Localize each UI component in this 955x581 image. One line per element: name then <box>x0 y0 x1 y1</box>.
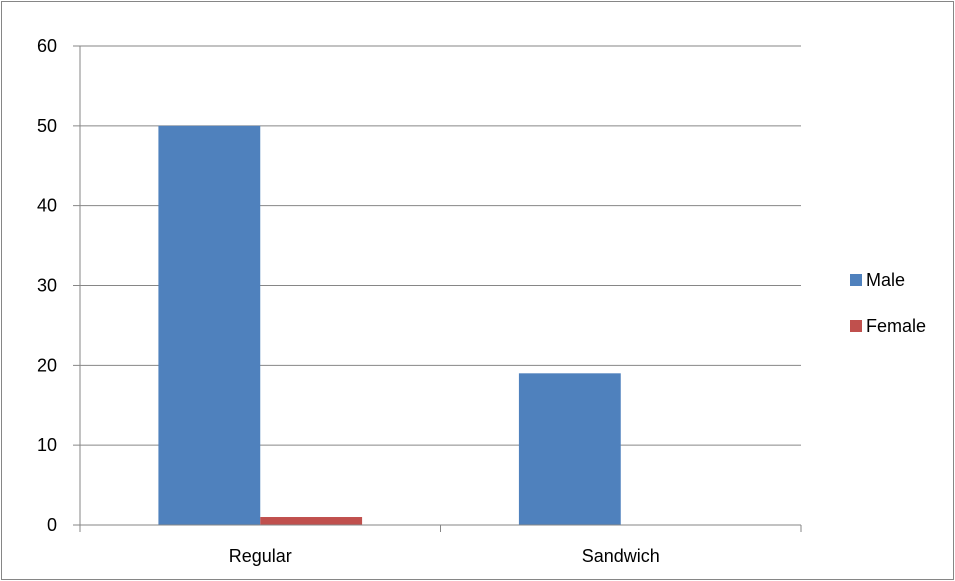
bar-male-regular <box>158 125 261 525</box>
y-tick-labels: 0 10 20 30 40 50 60 <box>37 36 57 535</box>
x-tick-label: Regular <box>229 546 292 566</box>
bars <box>158 125 621 525</box>
legend-swatch-male <box>850 274 862 286</box>
bar-male-sandwich <box>518 373 621 525</box>
legend-swatch-female <box>850 320 862 332</box>
y-tick-label: 60 <box>37 36 57 56</box>
y-tick-label: 10 <box>37 435 57 455</box>
x-tick-labels: Regular Sandwich <box>229 546 660 566</box>
y-tick-label: 30 <box>37 276 57 296</box>
legend-label-male: Male <box>866 270 905 290</box>
axes <box>73 46 802 532</box>
y-tick-label: 20 <box>37 355 57 375</box>
y-tick-label: 40 <box>37 196 57 216</box>
y-tick-label: 50 <box>37 116 57 136</box>
bar-female-regular <box>260 517 363 525</box>
legend-label-female: Female <box>866 316 926 336</box>
y-tick-label: 0 <box>47 515 57 535</box>
x-tick-label: Sandwich <box>582 546 660 566</box>
legend: Male Female <box>850 270 926 336</box>
